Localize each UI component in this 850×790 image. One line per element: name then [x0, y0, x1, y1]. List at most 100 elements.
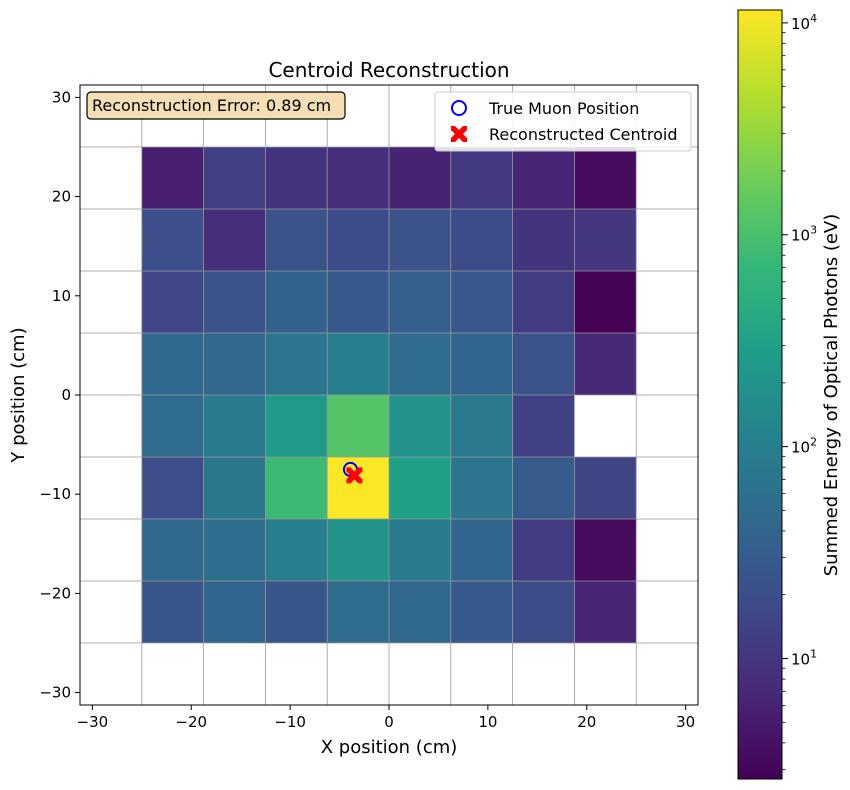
heatmap-cell: [574, 209, 637, 271]
legend-centroid-icon: [451, 126, 467, 142]
x-tick-label: −20: [175, 713, 207, 731]
heatmap-cell: [203, 271, 266, 333]
x-tick-label: −30: [77, 713, 109, 731]
heatmap-cell: [141, 581, 204, 643]
heatmap-cell: [512, 581, 575, 643]
heatmap-cell: [450, 395, 513, 457]
heatmap-cell: [512, 395, 575, 457]
y-tick-label: 0: [61, 386, 71, 404]
heatmap-cell: [574, 519, 637, 581]
heatmap-cell: [327, 333, 389, 395]
heatmap-cell: [389, 457, 451, 519]
x-tick-label: 20: [577, 713, 596, 731]
y-tick-label: 20: [52, 188, 71, 206]
markers: [342, 461, 363, 484]
heatmap-cell: [141, 209, 204, 271]
axis-ticks: −30 −20 −10 0 10 20 30 −30 −20 −10 0 10 20 30: [39, 88, 695, 731]
heatmap-cell: [203, 581, 266, 643]
y-axis-label: Y position (cm): [8, 327, 29, 463]
heatmap-cell: [574, 271, 637, 333]
heatmap-cell: [574, 333, 637, 395]
y-tick-label: 30: [52, 88, 71, 106]
reconstruction-error-text: Reconstruction Error: 0.89 cm: [92, 96, 331, 115]
heatmap-cell: [203, 519, 266, 581]
colorbar-tick-label: 102: [791, 436, 817, 457]
y-tick-label: −20: [39, 584, 71, 602]
colorbar-label: Summed Energy of Optical Photons (eV): [821, 214, 842, 577]
heatmap-cell: [389, 147, 451, 209]
heatmap-cell: [265, 457, 328, 519]
heatmap-cell: [203, 457, 266, 519]
colorbar-tick-label: 104: [791, 12, 817, 33]
heatmap-cell: [265, 519, 328, 581]
heatmap-cell: [141, 271, 204, 333]
heatmap-cell: [141, 519, 204, 581]
x-tick-label: 30: [676, 713, 695, 731]
heatmap-cell: [389, 581, 451, 643]
heatmap-cells: [141, 147, 637, 643]
heatmap-cell: [450, 333, 513, 395]
heatmap-cell: [327, 457, 389, 519]
heatmap-cell: [141, 333, 204, 395]
colorbar-gradient: [738, 10, 782, 779]
heatmap-cell: [389, 519, 451, 581]
heatmap-cell: [203, 333, 266, 395]
heatmap-cell: [389, 209, 451, 271]
x-tick-label: 10: [478, 713, 497, 731]
heatmap-cell: [574, 581, 637, 643]
legend: True Muon Position Reconstructed Centroi…: [434, 91, 692, 152]
y-tick-label: 10: [52, 287, 71, 305]
colorbar-frame: [737, 9, 783, 780]
heatmap-cell: [327, 519, 389, 581]
heatmap-cell: [450, 519, 513, 581]
reconstruction-error-annotation: Reconstruction Error: 0.89 cm: [86, 91, 346, 120]
heatmap-cell: [141, 395, 204, 457]
heatmap-cell: [450, 271, 513, 333]
y-tick-label: −10: [39, 485, 71, 503]
heatmap-cell: [512, 209, 575, 271]
heatmap-cell: [265, 209, 328, 271]
legend-true-muon-label: True Muon Position: [488, 99, 639, 118]
heatmap-cell: [450, 209, 513, 271]
x-axis-label: X position (cm): [321, 737, 458, 758]
heatmap-cell: [327, 271, 389, 333]
chart-title: Centroid Reconstruction: [268, 58, 509, 82]
heatmap-cell: [574, 147, 637, 209]
heatmap-cell: [389, 271, 451, 333]
y-tick-label: −30: [39, 684, 71, 702]
heatmap-cell: [327, 147, 389, 209]
reconstructed-centroid-marker: [346, 467, 363, 484]
colorbar-tick-label: 103: [791, 224, 817, 245]
heatmap-cell: [450, 147, 513, 209]
heatmap-cell: [203, 147, 266, 209]
heatmap-cell: [389, 395, 451, 457]
heatmap-cell: [203, 209, 266, 271]
heatmap-cell: [265, 271, 328, 333]
heatmap-cell: [389, 333, 451, 395]
legend-centroid-label: Reconstructed Centroid: [489, 125, 678, 144]
heatmap-cell: [450, 457, 513, 519]
heatmap-cell: [574, 457, 637, 519]
legend-true-muon-icon: [451, 100, 467, 116]
heatmap-cell: [203, 395, 266, 457]
heatmap-cell: [512, 457, 575, 519]
heatmap-cell: [265, 395, 328, 457]
heatmap-cell: [265, 333, 328, 395]
x-tick-label: 0: [384, 713, 394, 731]
heatmap-cell: [141, 147, 204, 209]
heatmap-cell: [141, 457, 204, 519]
heatmap-cell: [327, 209, 389, 271]
heatmap-cell: [512, 147, 575, 209]
heatmap-cell: [450, 581, 513, 643]
heatmap-cell: [512, 333, 575, 395]
heatmap-cell: [512, 271, 575, 333]
colorbar-tick-label: 101: [791, 648, 817, 669]
x-tick-label: −10: [274, 713, 306, 731]
heatmap-cell: [327, 395, 389, 457]
heatmap-cell: [327, 581, 389, 643]
heatmap-cell: [265, 147, 328, 209]
colorbar-ticks: 101 102 103 104: [782, 12, 817, 770]
heatmap-cell: [265, 581, 328, 643]
heatmap-cell: [512, 519, 575, 581]
